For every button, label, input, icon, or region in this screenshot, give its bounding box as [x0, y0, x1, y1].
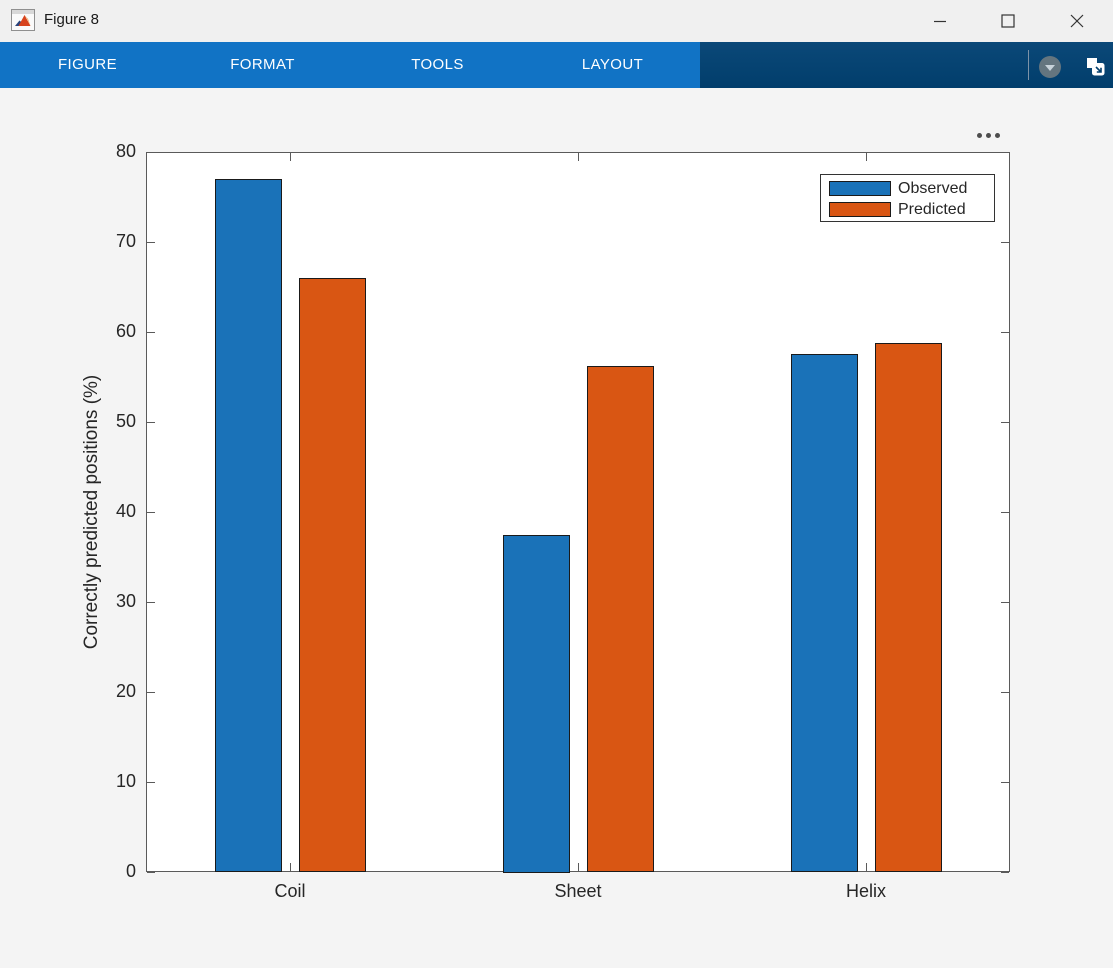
y-tick-mark: [1001, 332, 1009, 333]
y-tick-label: 70: [115, 231, 136, 251]
y-tick-label: 60: [115, 321, 136, 341]
y-tick-label: 0: [125, 861, 136, 881]
toolstrip: FIGURE FORMAT TOOLS LAYOUT: [0, 42, 1113, 88]
undock-button[interactable]: [1085, 55, 1107, 79]
y-tick-mark: [147, 872, 155, 873]
y-tick-mark: [147, 422, 155, 423]
maximize-icon: [1001, 14, 1015, 28]
bar-observed-sheet[interactable]: [503, 535, 570, 873]
y-tick-mark: [147, 782, 155, 783]
x-category-label: Coil: [274, 881, 306, 901]
bar-predicted-coil[interactable]: [299, 278, 366, 872]
legend-label-predicted: Predicted: [898, 201, 966, 218]
tab-format[interactable]: FORMAT: [230, 56, 295, 73]
ellipsis-icon: [995, 132, 1000, 138]
y-tick-mark: [1001, 602, 1009, 603]
x-tick-mark: [866, 153, 867, 161]
ellipsis-icon: [977, 132, 982, 138]
close-icon: [1070, 14, 1084, 28]
y-tick-mark: [1001, 152, 1009, 153]
bar-predicted-helix[interactable]: [875, 343, 942, 872]
bar-observed-coil[interactable]: [215, 179, 282, 872]
y-tick-label: 20: [115, 681, 136, 701]
x-category-label: Sheet: [554, 881, 602, 901]
y-tick-mark: [1001, 422, 1009, 423]
y-tick-label: 10: [115, 771, 136, 791]
x-tick-mark: [290, 153, 291, 161]
toolbar-divider: [1028, 50, 1029, 80]
close-button[interactable]: [1054, 0, 1100, 42]
title-bar[interactable]: Figure 8: [0, 0, 1113, 42]
legend[interactable]: Observed Predicted: [820, 174, 995, 222]
bar-observed-helix[interactable]: [791, 354, 858, 872]
legend-swatch-observed: [829, 181, 891, 196]
x-tick-mark: [578, 863, 579, 871]
y-tick-mark: [147, 242, 155, 243]
y-tick-mark: [147, 332, 155, 333]
window-title: Figure 8: [44, 11, 100, 28]
minimize-icon: [934, 20, 946, 23]
y-tick-label: 30: [115, 591, 136, 611]
bar-predicted-sheet[interactable]: [587, 366, 654, 872]
minimize-button[interactable]: [917, 0, 963, 42]
x-tick-mark: [866, 863, 867, 871]
toolstrip-collapse-button[interactable]: [1039, 56, 1061, 78]
toolstrip-tabs: FIGURE FORMAT TOOLS LAYOUT: [0, 42, 700, 88]
chevron-down-icon: [1045, 65, 1055, 71]
figure-canvas: Correctly predicted positions (%) Observ…: [0, 88, 1113, 968]
y-tick-mark: [1001, 692, 1009, 693]
x-tick-mark: [578, 153, 579, 161]
y-tick-mark: [147, 692, 155, 693]
tab-tools[interactable]: TOOLS: [411, 56, 464, 73]
legend-label-observed: Observed: [898, 180, 968, 197]
y-tick-label: 50: [115, 411, 136, 431]
y-tick-mark: [1001, 872, 1009, 873]
tab-figure[interactable]: FIGURE: [57, 56, 118, 73]
y-tick-mark: [147, 602, 155, 603]
legend-swatch-predicted: [829, 202, 891, 217]
matlab-figure-icon: [11, 9, 35, 31]
y-tick-label: 80: [115, 141, 136, 161]
y-tick-mark: [1001, 242, 1009, 243]
y-tick-mark: [1001, 512, 1009, 513]
maximize-button[interactable]: [985, 0, 1031, 42]
y-tick-label: 40: [115, 501, 136, 521]
x-category-label: Helix: [845, 881, 886, 901]
x-tick-mark: [290, 863, 291, 871]
legend-item-predicted[interactable]: Predicted: [829, 199, 994, 220]
y-tick-mark: [1001, 782, 1009, 783]
legend-item-observed[interactable]: Observed: [829, 178, 994, 199]
undock-icon: [1087, 58, 1105, 76]
plot-area[interactable]: [146, 152, 1010, 872]
tab-layout[interactable]: LAYOUT: [581, 56, 644, 73]
y-tick-mark: [147, 512, 155, 513]
ellipsis-icon: [986, 132, 991, 138]
y-tick-mark: [147, 152, 155, 153]
axes-toolbar-button[interactable]: [977, 129, 1011, 141]
